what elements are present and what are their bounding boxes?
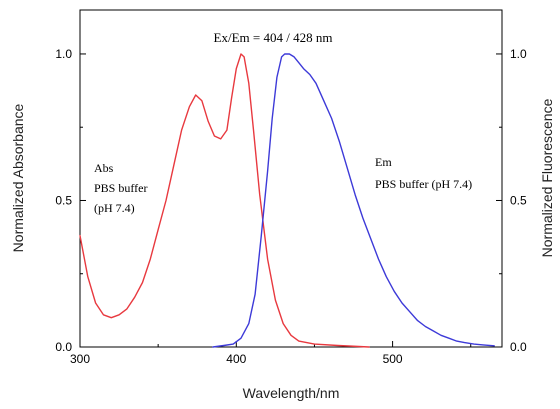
- absorbance-series-line: [79, 53, 370, 348]
- right-y-axis-title: Normalized Fluorescence: [539, 98, 555, 257]
- abs-annotation-ph: (pH 7.4): [94, 201, 135, 215]
- x-axis-title: Wavelength/nm: [243, 385, 340, 401]
- fluorescence-series-line: [212, 53, 495, 348]
- left-y-tick-label: 0.0: [55, 340, 72, 354]
- chart-title: Ex/Em = 404 / 428 nm: [214, 30, 333, 45]
- plot-frame: [79, 9, 503, 348]
- abs-annotation-label: Abs: [94, 161, 114, 175]
- left-y-tick-label: 1.0: [55, 47, 72, 61]
- series-group: [79, 53, 495, 348]
- x-tick-label: 300: [70, 352, 90, 366]
- right-y-tick-label: 0.5: [510, 193, 527, 207]
- abs-annotation-solvent: PBS buffer: [94, 181, 147, 195]
- em-annotation-label: Em: [375, 155, 392, 169]
- x-tick-label: 400: [226, 352, 246, 366]
- left-y-tick-label: 0.5: [55, 193, 72, 207]
- x-tick-label: 500: [383, 352, 403, 366]
- axis-ticks: 300 400 500 0.0 0.0 0.5 0.5 1.0 1.0: [55, 47, 527, 366]
- right-y-tick-label: 1.0: [510, 47, 527, 61]
- right-y-tick-label: 0.0: [510, 340, 527, 354]
- em-annotation-solvent: PBS buffer (pH 7.4): [375, 177, 472, 191]
- left-y-axis-title: Normalized Absorbance: [10, 103, 26, 252]
